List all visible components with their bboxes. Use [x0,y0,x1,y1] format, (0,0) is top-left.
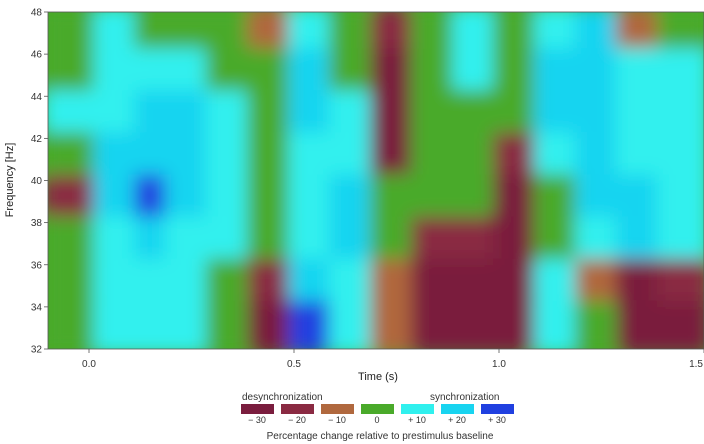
legend-item: + 30 [480,404,514,425]
legend-caption: Percentage change relative to prestimulu… [266,431,494,442]
x-tick-label: 1.5 [689,359,703,370]
legend-item: + 20 [440,404,474,425]
y-axis-ticks: 32 34 36 38 40 42 44 46 48 [31,8,48,356]
legend-swatches: − 30 − 20 − 10 0 + 10 + 20 + 30 [240,404,514,425]
legend-value: 0 [374,415,380,425]
x-axis-label: Time (s) [358,371,398,383]
heatmap-cell [657,300,704,349]
legend-item: + 10 [400,404,434,425]
legend-value: − 30 [248,415,266,425]
y-axis-label: Frequency [Hz] [4,143,16,218]
x-tick-label: 0.0 [82,359,96,370]
y-tick-label: 34 [31,302,43,313]
legend-swatch [280,404,314,414]
legend-value: + 20 [448,415,466,425]
legend-item: − 10 [320,404,354,425]
legend-desync-heading: desynchronization [242,392,323,403]
y-tick-label: 40 [31,176,43,187]
legend-value: + 30 [488,415,506,425]
y-tick-label: 38 [31,218,43,229]
legend-value: − 20 [288,415,306,425]
y-tick-label: 48 [31,8,43,19]
legend-item: 0 [360,404,394,425]
legend-swatch [480,404,514,414]
y-tick-label: 42 [31,134,43,145]
x-axis-ticks: 0.0 0.5 1.0 1.5 [82,349,704,370]
legend-swatch [440,404,474,414]
legend-value: − 10 [328,415,346,425]
heatmap-cells [48,12,704,349]
time-frequency-chart: 32 34 36 38 40 42 44 46 48 0.0 0.5 1.0 1.5 Frequenc… [4,8,704,383]
legend-value: + 10 [408,415,426,425]
x-tick-label: 0.5 [287,359,301,370]
y-tick-label: 46 [31,50,43,61]
legend-swatch [320,404,354,414]
legend-swatch [400,404,434,414]
legend-swatch [360,404,394,414]
legend-item: − 20 [280,404,314,425]
x-tick-label: 1.0 [492,359,506,370]
legend-item: − 30 [240,404,274,425]
y-tick-label: 36 [31,260,43,271]
legend-sync-heading: synchronization [430,392,500,403]
legend-swatch [240,404,274,414]
color-legend: desynchronization synchronization − 30− … [230,392,530,442]
y-tick-label: 44 [31,92,43,103]
y-tick-label: 32 [31,345,43,356]
